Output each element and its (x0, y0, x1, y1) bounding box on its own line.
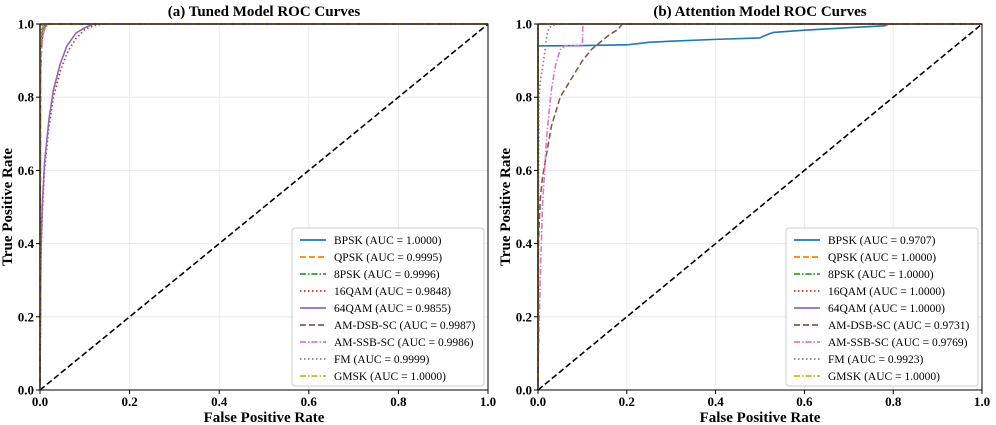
y-tick-label: 0.4 (516, 236, 533, 251)
x-tick-label: 0.4 (707, 394, 724, 409)
x-tick-label: 0.8 (390, 394, 407, 409)
roc-curve-bpsk (537, 23, 982, 390)
chart-title: (a) Tuned Model ROC Curves (168, 4, 361, 20)
y-tick-label: 0.6 (516, 163, 533, 178)
y-tick-label: 0.8 (18, 90, 35, 105)
axes-frame (537, 23, 983, 391)
legend-entry: FM (AUC = 0.9923) (828, 354, 923, 366)
roc-panel-a: 0.0 0.2 0.4 0.6 0.8 1.0 0.0 0.2 0.4 0.6 0.8 1.0 (a) … (0, 4, 496, 425)
roc-curve-64qam (39, 23, 488, 391)
axes-frame (39, 23, 489, 391)
x-tick-label: 0.4 (211, 394, 228, 409)
x-axis-label: False Positive Rate (204, 410, 325, 425)
legend-entry: AM-DSB-SC (AUC = 0.9987) (334, 320, 475, 332)
legend-entry: GMSK (AUC = 1.0000) (828, 371, 940, 383)
legend-entry: FM (AUC = 0.9999) (334, 354, 429, 366)
reference-diagonal (537, 23, 983, 391)
legend-entry: 64QAM (AUC = 1.0000) (828, 303, 945, 315)
x-axis-label: False Positive Rate (700, 410, 821, 425)
roc-panel-b: 0.0 0.2 0.4 0.6 0.8 1.0 0.0 0.2 0.4 0.6 0.8 1.0 (b) … (498, 4, 990, 425)
x-tick-label: 0.8 (885, 394, 902, 409)
legend-entry: 8PSK (AUC = 1.0000) (828, 269, 934, 281)
legend-entry: 64QAM (AUC = 0.9855) (334, 303, 451, 315)
legend-entry: 8PSK (AUC = 0.9996) (334, 269, 440, 281)
y-tick-label: 0.2 (516, 309, 532, 324)
x-tick-label: 1.0 (974, 394, 990, 409)
x-tick-label: 1.0 (480, 394, 496, 409)
chart-title: (b) Attention Model ROC Curves (653, 4, 866, 20)
roc-curve-fm (537, 23, 982, 391)
legend-entry: GMSK (AUC = 1.0000) (334, 371, 446, 383)
legend-entry: QPSK (AUC = 0.9995) (334, 252, 442, 264)
legend-entry: AM-SSB-SC (AUC = 0.9769) (828, 337, 968, 349)
legend-entry: 16QAM (AUC = 0.9848) (334, 286, 451, 298)
x-tick-label: 0.6 (796, 394, 813, 409)
legend-box (785, 227, 979, 387)
y-tick-label: 0.2 (18, 309, 34, 324)
roc-curve-am-dsb-sc (537, 23, 982, 391)
roc-curve-am-ssb-sc (537, 23, 982, 391)
y-tick-label: 0.8 (516, 90, 533, 105)
legend-entry: AM-DSB-SC (AUC = 0.9731) (828, 320, 969, 332)
legend: BPSK (AUC = 0.9707) QPSK (AUC = 1.0000) 8P… (785, 227, 979, 387)
y-tick-label: 0.4 (18, 236, 35, 251)
y-tick-label: 1.0 (516, 17, 532, 32)
y-tick-label: 0.0 (18, 383, 34, 398)
y-tick-label: 0.0 (516, 383, 532, 398)
y-tick-label: 1.0 (18, 17, 34, 32)
x-tick-label: 0.2 (121, 394, 137, 409)
y-axis-label: True Positive Rate (498, 148, 514, 266)
legend-box (291, 227, 485, 387)
legend-entry: QPSK (AUC = 1.0000) (828, 252, 936, 264)
x-tick-label: 0.2 (619, 394, 635, 409)
legend-entry: AM-SSB-SC (AUC = 0.9986) (334, 337, 474, 349)
legend: BPSK (AUC = 1.0000) QPSK (AUC = 0.9995) 8P… (291, 227, 485, 387)
legend-entry: BPSK (AUC = 1.0000) (334, 235, 442, 247)
x-tick-label: 0.0 (530, 394, 546, 409)
x-tick-label: 0.6 (301, 394, 318, 409)
y-axis-label: True Positive Rate (0, 148, 16, 266)
x-tick-label: 0.0 (32, 394, 48, 409)
y-tick-label: 0.6 (18, 163, 35, 178)
legend-entry: BPSK (AUC = 0.9707) (828, 235, 936, 247)
legend-entry: 16QAM (AUC = 1.0000) (828, 286, 945, 298)
reference-diagonal (39, 23, 489, 391)
